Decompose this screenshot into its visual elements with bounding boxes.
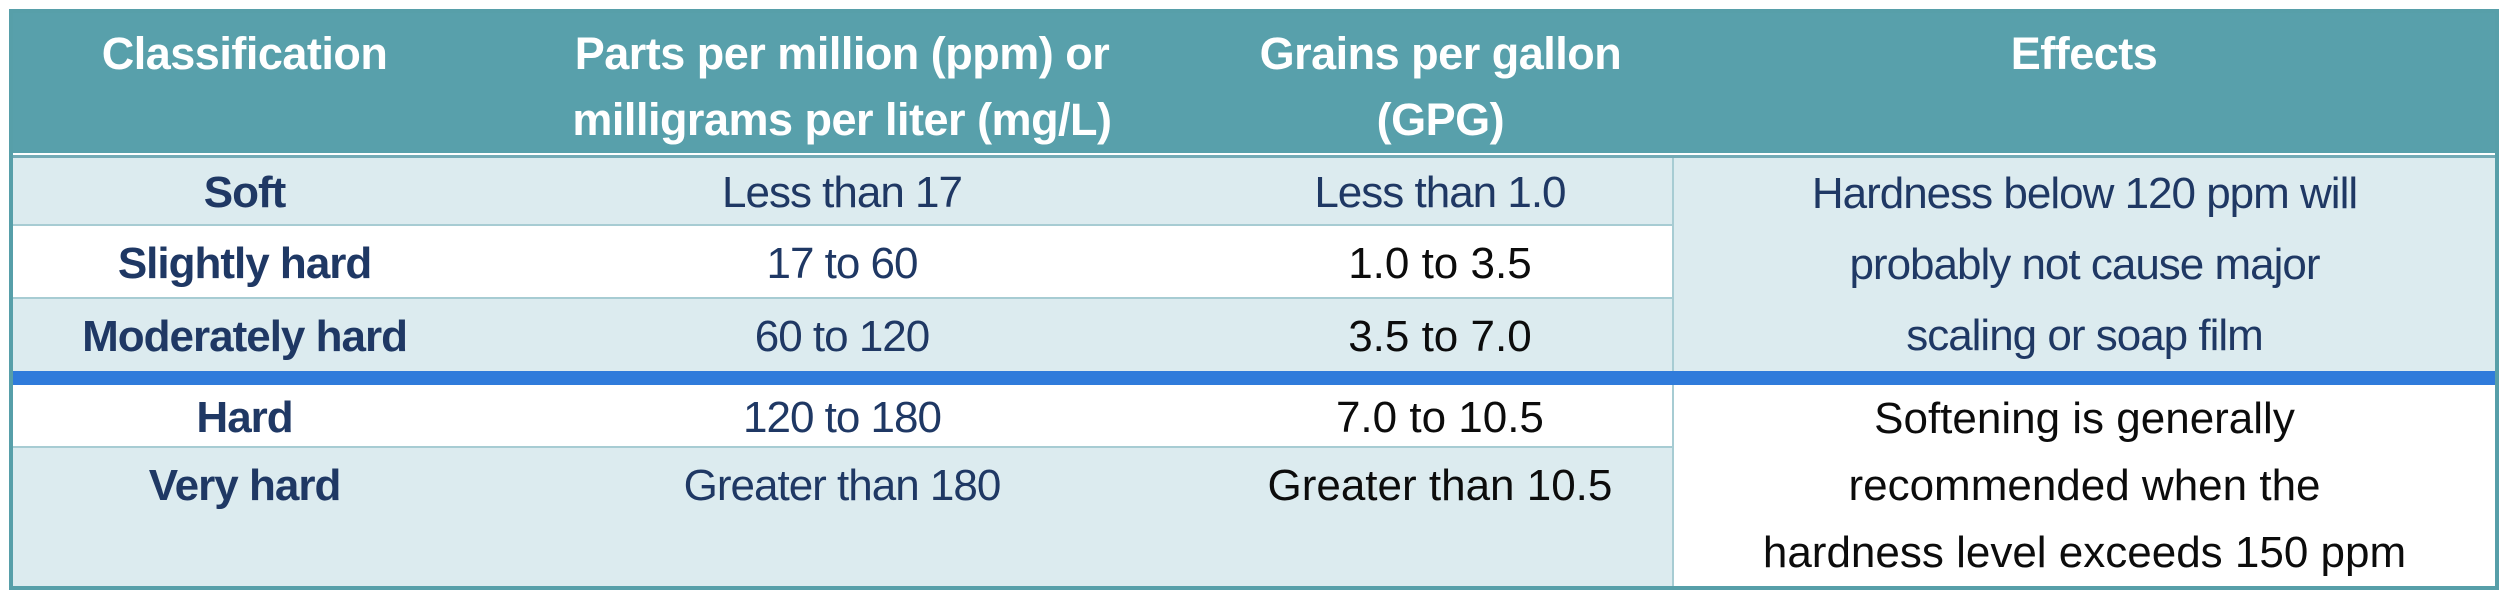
effects-cell-high-hardness: Softening is generally recommended when … bbox=[1671, 385, 2497, 588]
table-row-soft: Soft Less than 17 Less than 1.0 Hardness… bbox=[11, 158, 2497, 371]
ppm-cell: 60 to 120 bbox=[476, 296, 1208, 371]
classification-cell: Hard bbox=[11, 385, 477, 448]
gpg-cell: Less than 1.0 bbox=[1207, 158, 1673, 225]
classification-cell: Slightly hard bbox=[11, 223, 477, 298]
header-cell-effects: Effects bbox=[1672, 11, 2497, 153]
header-divider-line-cell bbox=[11, 153, 2497, 158]
ppm-cell: 120 to 180 bbox=[476, 385, 1208, 448]
effects-note-line: hardness level exceeds 150 ppm bbox=[1762, 528, 2407, 577]
table-row-slightly-hard: Slightly hard 17 to 60 1.0 to 3.5 bbox=[11, 223, 2497, 298]
effects-note-line: recommended when the bbox=[1848, 461, 2321, 510]
table-row-very-hard: Very hard Greater than 180 Greater than … bbox=[11, 446, 2497, 588]
effects-note-line: Softening is generally bbox=[1874, 394, 2295, 443]
header-divider-line bbox=[11, 153, 2497, 158]
header-line: Effects bbox=[2010, 28, 2158, 79]
effects-note-line: Hardness below 120 ppm will bbox=[1811, 169, 2358, 218]
header-line: Classification bbox=[101, 28, 388, 79]
classification-cell: Moderately hard bbox=[11, 296, 477, 371]
classification-cell: Very hard bbox=[11, 446, 477, 588]
header-line: Grains per gallon bbox=[1259, 28, 1622, 79]
effects-cell-low-hardness: Hardness below 120 ppm will probably not… bbox=[1671, 158, 2497, 371]
divider-bar-cell bbox=[11, 371, 2497, 385]
gpg-cell: 7.0 to 10.5 bbox=[1207, 385, 1673, 448]
table-row-moderately-hard: Moderately hard 60 to 120 3.5 to 7.0 bbox=[11, 296, 2497, 371]
classification-cell: Soft bbox=[11, 158, 477, 225]
gpg-cell: Greater than 10.5 bbox=[1207, 446, 1673, 588]
header-line: (GPG) bbox=[1376, 94, 1505, 145]
header-row: Classification Parts per million (ppm) o… bbox=[11, 11, 2497, 153]
ppm-cell: Greater than 180 bbox=[476, 446, 1208, 588]
header-cell-classification: Classification bbox=[11, 11, 477, 153]
effects-note-line: scaling or soap film bbox=[1906, 311, 2264, 360]
effects-note-line: probably not cause major bbox=[1849, 240, 2320, 289]
gpg-cell: 1.0 to 3.5 bbox=[1207, 223, 1673, 298]
ppm-cell: 17 to 60 bbox=[476, 223, 1208, 298]
header-line: Parts per million (ppm) or bbox=[574, 28, 1110, 79]
header-cell-gpg: Grains per gallon (GPG) bbox=[1207, 11, 1673, 153]
table-row-hard: Hard 120 to 180 7.0 to 10.5 Softening is… bbox=[11, 385, 2497, 588]
gpg-cell: 3.5 to 7.0 bbox=[1207, 296, 1673, 371]
header-cell-ppm: Parts per million (ppm) or milligrams pe… bbox=[476, 11, 1208, 153]
header-line: milligrams per liter (mg/L) bbox=[572, 94, 1112, 145]
divider-bar bbox=[11, 371, 2497, 385]
ppm-cell: Less than 17 bbox=[476, 158, 1208, 225]
water-hardness-table: Classification Parts per million (ppm) o… bbox=[9, 9, 2499, 590]
